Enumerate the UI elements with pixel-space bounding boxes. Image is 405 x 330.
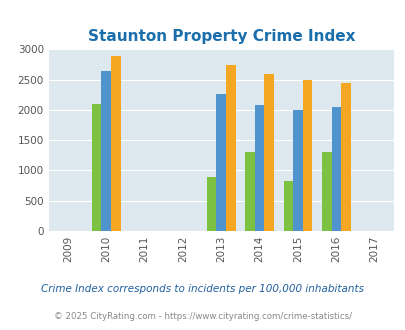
Bar [264,74,273,231]
Bar [111,55,120,231]
Bar [283,182,292,231]
Bar [216,94,226,231]
Text: Crime Index corresponds to incidents per 100,000 inhabitants: Crime Index corresponds to incidents per… [41,284,364,294]
Bar [331,107,340,231]
Bar [226,65,235,231]
Bar [340,83,350,231]
Bar [92,104,101,231]
Bar [101,71,111,231]
Bar [207,177,216,231]
Bar [245,152,254,231]
Bar [321,152,331,231]
Bar [292,110,302,231]
Bar [302,80,311,231]
Text: © 2025 CityRating.com - https://www.cityrating.com/crime-statistics/: © 2025 CityRating.com - https://www.city… [54,313,351,321]
Title: Staunton Property Crime Index: Staunton Property Crime Index [87,29,354,44]
Bar [254,105,264,231]
